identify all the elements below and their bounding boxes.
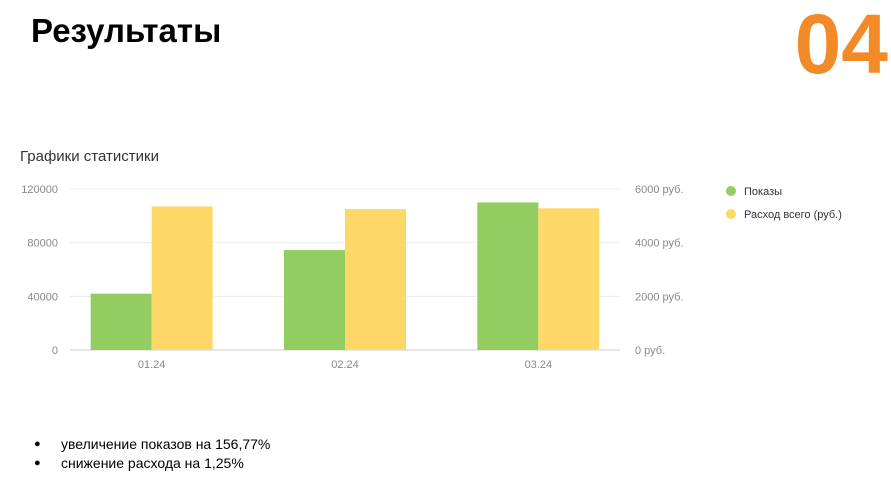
bar-pokazy [284, 250, 345, 350]
x-tick-label: 02.24 [331, 359, 359, 371]
list-item-text: снижение расхода на 1,25% [61, 454, 244, 471]
y-right-tick-label: 0 руб. [635, 345, 665, 357]
bullet-icon: ● [34, 437, 41, 450]
bar-rashod [538, 208, 600, 350]
page-title: Результаты [31, 12, 222, 49]
bar-pokazy [477, 202, 539, 350]
bar-pokazy [90, 293, 152, 350]
y-left-tick-label: 0 [52, 345, 58, 357]
bar-rashod [345, 209, 406, 350]
x-tick-label: 03.24 [525, 359, 553, 371]
y-right-tick-label: 4000 руб. [635, 238, 684, 250]
y-left-tick-label: 40000 [27, 291, 58, 303]
results-list: ● увеличение показов на 156,77% ● снижен… [34, 434, 270, 472]
y-left-tick-label: 120000 [21, 184, 58, 196]
list-item-text: увеличение показов на 156,77% [61, 435, 271, 452]
y-right-tick-label: 2000 руб. [635, 291, 684, 303]
legend-label: Показы [744, 186, 782, 198]
x-tick-label: 01.24 [138, 359, 166, 371]
chart-title: Графики статистики [20, 148, 159, 165]
bullet-icon: ● [34, 456, 41, 469]
list-item: ● снижение расхода на 1,25% [34, 453, 270, 472]
bar-rashod [151, 206, 213, 350]
y-right-tick-label: 6000 руб. [635, 184, 684, 196]
y-left-tick-label: 80000 [27, 238, 58, 250]
list-item: ● увеличение показов на 156,77% [34, 434, 270, 453]
slide-number: 04 [794, 0, 888, 91]
legend-label: Расход всего (руб.) [744, 209, 842, 221]
legend-marker [726, 186, 736, 196]
legend-marker [726, 209, 736, 219]
